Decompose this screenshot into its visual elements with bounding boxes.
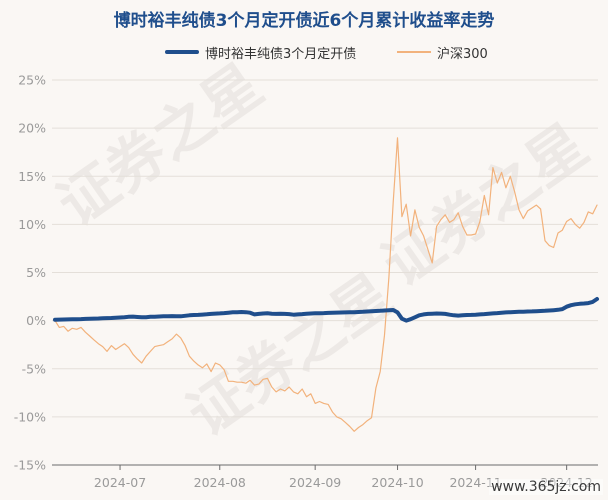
- series-lines: [53, 137, 599, 432]
- gridlines: [52, 79, 598, 418]
- site-watermark: www.365jz.com: [489, 479, 603, 495]
- x-axis: 2024-07 2024-08 2024-09 2024-10 2024-11 2024-…: [52, 464, 598, 490]
- y-tick-label: -15%: [14, 458, 46, 473]
- legend-label-csi300: 沪深300: [437, 46, 488, 62]
- legend-swatch-csi300: [397, 51, 431, 53]
- y-tick-label: 10%: [18, 217, 46, 232]
- x-tick-label: 2024-10: [371, 475, 423, 490]
- y-tick-label: 20%: [18, 121, 46, 136]
- x-tick-label: 2024-11: [449, 475, 501, 490]
- x-tick-label: 2024-08: [194, 475, 246, 490]
- chart-title: 博时裕丰纯债3个月定开债近6个月累计收益率走势: [113, 11, 495, 31]
- legend-item-csi300: 沪深300: [397, 43, 488, 62]
- y-tick-label: 15%: [18, 169, 46, 184]
- y-tick-label: 25%: [18, 73, 46, 88]
- legend-label-fund: 博时裕丰纯债3个月定开债: [205, 46, 357, 62]
- y-tick-label: -5%: [22, 361, 46, 376]
- series-line-csi300: [54, 137, 598, 432]
- x-tick-label: 2024-12: [541, 475, 593, 490]
- y-tick-label: 5%: [26, 265, 46, 280]
- x-tick-label: 2024-09: [289, 475, 341, 490]
- y-axis: 25% 20% 15% 10% 5% 0% -5% -10% -15%: [14, 73, 46, 473]
- legend-item-fund: 博时裕丰纯债3个月定开债: [165, 43, 357, 62]
- y-tick-label: 0%: [26, 313, 46, 328]
- y-tick-label: -10%: [14, 409, 46, 424]
- legend-swatch-fund: [165, 50, 199, 54]
- series-line-fund: [53, 297, 599, 323]
- x-tick-label: 2024-07: [94, 475, 146, 490]
